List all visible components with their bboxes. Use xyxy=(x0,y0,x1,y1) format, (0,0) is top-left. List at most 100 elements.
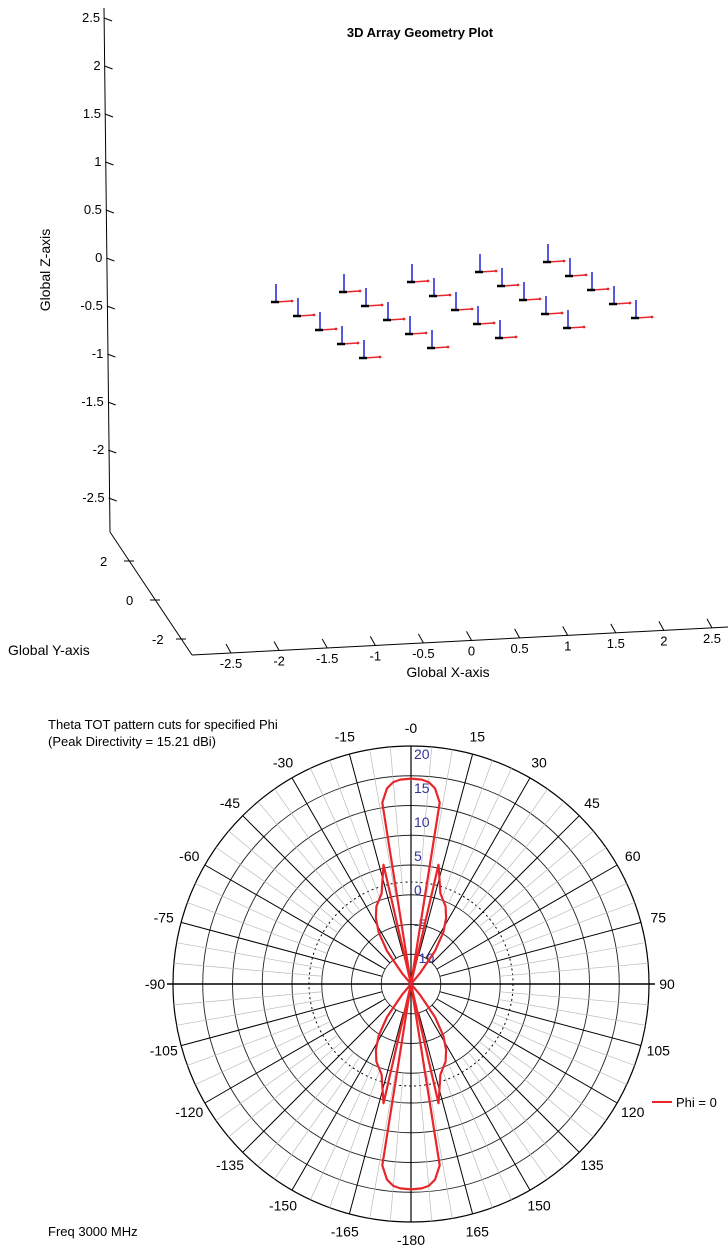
polar-series-lobe xyxy=(381,777,441,985)
x-tick-label: 0 xyxy=(468,643,475,658)
polar-angle-label: 135 xyxy=(580,1157,604,1173)
array-element xyxy=(543,244,566,264)
polar-ring xyxy=(291,864,531,1104)
z-tick-label: -2 xyxy=(93,442,105,457)
y-axis-ticks: 2 0 -2 xyxy=(100,554,186,647)
polar-minor-spoke xyxy=(461,788,548,912)
element-x-marker-tip xyxy=(628,301,632,305)
z-tick xyxy=(108,449,117,454)
polar-angle-label: -45 xyxy=(220,795,240,811)
z-tick xyxy=(106,257,115,262)
z-axis-ticks: 2.5 2 1.5 1 0.5 0 -0.5 -1 -1.5 -2 -2.5 xyxy=(80,10,117,505)
polar-angle-label: -135 xyxy=(216,1157,244,1173)
polar-ring xyxy=(202,775,620,1193)
polar-major-spoke xyxy=(431,815,580,964)
x-tick xyxy=(706,618,713,629)
polar-title-line2: (Peak Directivity = 15.21 dBi) xyxy=(48,734,216,749)
polar-major-spoke xyxy=(418,1012,474,1215)
array-element xyxy=(587,272,610,292)
polar-ring xyxy=(380,953,442,1015)
polar-minor-spoke xyxy=(369,749,396,897)
polar-minor-spoke xyxy=(187,902,328,954)
y-tick-label: 2 xyxy=(100,554,107,569)
polar-minor-spoke xyxy=(215,1034,339,1121)
polar-minor-spoke xyxy=(468,801,565,916)
x-tick xyxy=(466,631,472,641)
element-x-marker-tip xyxy=(378,355,382,359)
z-tick-label: 2 xyxy=(93,58,100,73)
x-tick xyxy=(321,638,328,649)
array-element xyxy=(451,292,474,312)
array-element xyxy=(407,264,430,284)
array-element xyxy=(609,286,632,306)
y-tick-label: -2 xyxy=(152,632,164,647)
polar-angle-labels: -0153045607590105120135150165-180-165-15… xyxy=(145,720,675,1248)
array-element xyxy=(473,306,496,326)
polar-angle-label: -0 xyxy=(405,720,418,736)
polar-grid xyxy=(167,745,655,1223)
polar-major-spoke xyxy=(204,998,386,1104)
array-element xyxy=(383,302,406,322)
polar-minor-spoke xyxy=(479,830,594,927)
polar-minor-spoke xyxy=(228,1041,343,1138)
polar-minor-spoke xyxy=(389,1072,404,1222)
polar-minor-spoke xyxy=(494,1014,635,1066)
array-element xyxy=(475,254,498,274)
polar-ring xyxy=(321,894,501,1074)
array-element xyxy=(563,310,586,330)
polar-angle-label: 90 xyxy=(659,976,675,992)
z-axis-line xyxy=(103,7,111,533)
polar-radial-label: 20 xyxy=(414,746,430,762)
element-x-marker-tip xyxy=(650,315,654,319)
z-tick-label: 0.5 xyxy=(84,202,102,217)
polar-major-spoke xyxy=(180,921,383,977)
polar-angle-label: -165 xyxy=(331,1223,359,1239)
polar-minor-spoke xyxy=(187,1014,328,1066)
polar-major-spoke xyxy=(348,1012,404,1215)
element-x-marker-tip xyxy=(380,303,384,307)
polar-series-lobe xyxy=(381,983,441,1191)
element-x-marker-tip xyxy=(492,321,496,325)
polar-radial-labels: 20 15 10 5 0 -5 -10 xyxy=(414,746,434,966)
array-element xyxy=(339,274,362,294)
x-tick-label: 0.5 xyxy=(511,641,529,656)
polar-minor-spoke xyxy=(448,768,512,904)
array-element xyxy=(315,312,338,332)
array-element xyxy=(405,316,428,336)
polar-minor-spoke xyxy=(195,883,331,947)
element-x-marker-tip xyxy=(582,325,586,329)
z-tick-label: 1 xyxy=(94,154,101,169)
z-tick xyxy=(104,65,113,70)
x-tick xyxy=(610,623,617,634)
polar-ring xyxy=(232,805,590,1163)
frequency-label: Freq 3000 MHz xyxy=(48,1224,138,1239)
polar-ring xyxy=(261,834,561,1134)
polar-minor-spoke xyxy=(310,768,374,904)
element-x-marker-tip xyxy=(560,311,564,315)
array-element xyxy=(495,320,518,340)
polar-minor-spoke xyxy=(369,1071,396,1219)
polar-radial-label: -5 xyxy=(414,916,427,932)
polar-angle-label: -120 xyxy=(175,1104,203,1120)
polar-minor-spoke xyxy=(448,1064,512,1200)
polar-major-spoke xyxy=(204,864,386,970)
polar-major-spoke xyxy=(425,1009,531,1191)
polar-minor-spoke xyxy=(491,1021,627,1085)
polar-minor-spoke xyxy=(274,788,361,912)
element-x-marker-tip xyxy=(424,331,428,335)
x-tick-label: -1 xyxy=(370,648,382,663)
legend-entry-phi-0: Phi = 0 xyxy=(676,1095,717,1110)
x-tick xyxy=(562,626,569,636)
polar-major-spoke xyxy=(431,1004,580,1153)
array-geometry-chart: 3D Array Geometry Plot 2.521.510.50-0.5-… xyxy=(8,7,728,680)
array-element xyxy=(361,288,384,308)
polar-angle-label: -75 xyxy=(154,910,174,926)
z-tick xyxy=(107,353,116,358)
polar-minor-spoke xyxy=(491,883,627,947)
x-tick-label: -0.5 xyxy=(412,646,434,661)
element-x-marker-tip xyxy=(312,313,316,317)
polar-major-spoke xyxy=(291,1009,397,1191)
polar-minor-spoke xyxy=(176,942,324,969)
polar-minor-spoke xyxy=(389,746,404,896)
polar-major-spoke xyxy=(425,777,531,959)
